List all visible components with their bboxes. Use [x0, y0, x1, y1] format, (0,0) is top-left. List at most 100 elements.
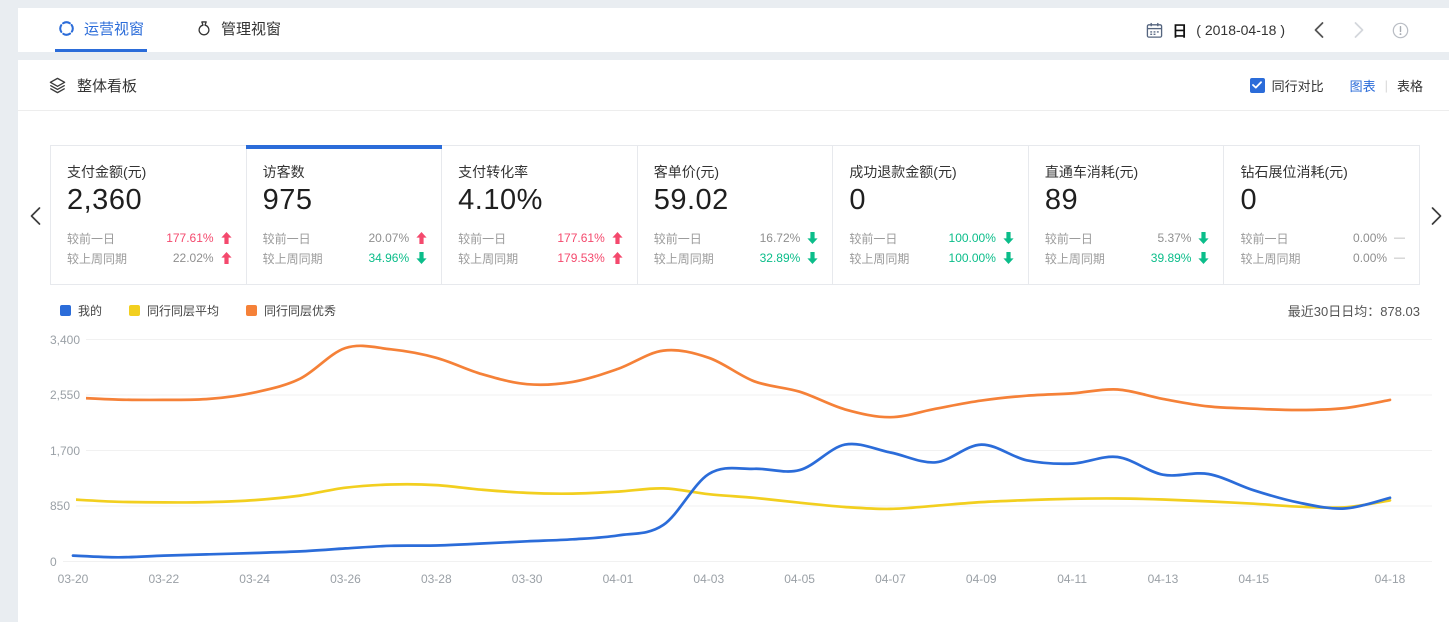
up-arrow-icon [609, 252, 623, 264]
board-header-right: 同行对比 图表 | 表格 [1249, 76, 1423, 95]
series-line-同行同层平均 [71, 482, 1392, 511]
topbar-right: 日 ( 2018-04-18 ) [1146, 8, 1449, 52]
compare-row-value: 0.00% [1353, 251, 1388, 265]
metric-card[interactable]: 访客数 975 较前一日 20.07% 较上周同期 34.96% [245, 145, 443, 284]
tab-operation-view-label: 运营视窗 [84, 21, 145, 38]
x-axis-tick: 04-15 [1238, 572, 1270, 586]
metric-compare-row: 较前一日 177.61% [458, 228, 623, 248]
metric-card[interactable]: 直通车消耗(元) 89 较前一日 5.37% 较上周同期 39.89% [1028, 146, 1225, 284]
y-axis-tick: 3,400 [50, 331, 87, 348]
date-range-value: ( 2018-04-18 ) [1196, 22, 1285, 38]
metric-compare-row: 较前一日 5.37% [1045, 228, 1210, 248]
x-axis-tick: 04-11 [1057, 572, 1087, 586]
metric-compare-row: 较前一日 20.07% [263, 228, 428, 248]
date-picker[interactable]: 日 ( 2018-04-18 ) [1146, 20, 1285, 41]
metric-compare-row: 较上周同期 32.89% [654, 248, 819, 268]
compare-row-value: 5.37% [1157, 231, 1192, 245]
compare-row-value: 22.02% [172, 251, 214, 265]
metric-compare-row: 较前一日 0.00% — [1240, 228, 1405, 248]
compare-row-value: 177.61% [166, 231, 214, 245]
legend-item-同行同层平均[interactable]: 同行同层平均 [129, 302, 219, 319]
metric-card-value: 4.10% [458, 184, 543, 216]
next-date-button[interactable] [1353, 21, 1365, 39]
board-title: 整体看板 [77, 77, 138, 95]
series-line-我的 [71, 442, 1392, 559]
legend-item-我的[interactable]: 我的 [60, 302, 102, 319]
chart-legend-row: 我的 同行同层平均 同行同层优秀 最近30日日均：878.03 [60, 300, 1420, 320]
x-axis-tick: 03-28 [420, 572, 452, 586]
compare-row-label: 较前一日 [1240, 231, 1289, 246]
down-arrow-icon [1000, 232, 1014, 244]
compare-row-label: 较上周同期 [67, 251, 128, 266]
view-toggle: 图表 | 表格 [1350, 76, 1423, 95]
cards-prev-button[interactable] [26, 204, 44, 228]
compare-row-value: 34.96% [368, 251, 410, 265]
down-arrow-icon [1000, 252, 1014, 264]
management-view-icon [196, 20, 212, 37]
up-arrow-icon [218, 232, 232, 244]
x-axis-tick: 04-05 [784, 572, 815, 586]
x-axis-tick: 04-09 [965, 572, 997, 586]
metric-card-title: 支付转化率 [458, 164, 529, 180]
info-icon[interactable] [1392, 22, 1409, 39]
metric-card[interactable]: 成功退款金额(元) 0 较前一日 100.00% 较上周同期 100.00% [833, 146, 1029, 284]
compare-row-label: 较上周同期 [458, 251, 519, 266]
legend-swatch [60, 304, 71, 316]
metric-card-title: 钻石展位消耗(元) [1240, 164, 1348, 180]
dashboard-panel: 整体看板 同行对比 图表 | 表格 支付金额(元) 2,360 较前一日 177.… [18, 60, 1449, 622]
top-nav-bar: 运营视窗 管理视窗 日 ( 2018-04-18 ) [18, 8, 1449, 52]
metric-card-rows: 较前一日 16.72% 较上周同期 32.89% [654, 228, 819, 268]
down-arrow-icon [413, 252, 427, 264]
metric-card-value: 59.02 [653, 184, 729, 216]
legend-label: 同行同层平均 [147, 303, 220, 318]
board-title-group: 整体看板 [48, 75, 137, 96]
metric-card-title: 直通车消耗(元) [1044, 164, 1139, 180]
metric-card[interactable]: 客单价(元) 59.02 较前一日 16.72% 较上周同期 32.89% [637, 146, 834, 284]
compare-row-value: 100.00% [948, 251, 996, 265]
trend-line-chart[interactable]: 0 850 1,700 2,550 3,400 03-20 03-22 03-24 03-26… [18, 310, 1449, 622]
thirty-day-average-value: 878.03 [1380, 303, 1420, 319]
compare-row-value: 177.61% [557, 231, 605, 245]
compare-row-label: 较前一日 [458, 231, 507, 246]
metric-card-rows: 较前一日 0.00% — 较上周同期 0.00% — [1240, 228, 1405, 268]
down-arrow-icon [1195, 252, 1210, 264]
metric-card-rows: 较前一日 5.37% 较上周同期 39.89% [1045, 228, 1210, 268]
metric-compare-row: 较上周同期 0.00% — [1240, 248, 1405, 268]
view-toggle-divider: | [1384, 77, 1388, 93]
line-chart-canvas [50, 339, 1432, 562]
view-tabs: 运营视窗 管理视窗 [18, 8, 284, 52]
tab-management-view-label: 管理视窗 [221, 21, 282, 38]
metric-card-value: 89 [1044, 184, 1079, 216]
board-header: 整体看板 同行对比 图表 | 表格 [18, 60, 1449, 111]
legend-item-同行同层优秀[interactable]: 同行同层优秀 [246, 302, 336, 319]
cards-next-button[interactable] [1427, 204, 1445, 228]
view-toggle-chart[interactable]: 图表 [1349, 78, 1376, 94]
prev-date-button[interactable] [1313, 21, 1325, 39]
metric-card[interactable]: 支付金额(元) 2,360 较前一日 177.61% 较上周同期 22.02% [51, 146, 247, 284]
metric-card-title: 支付金额(元) [67, 164, 147, 180]
x-axis-tick: 03-20 [57, 572, 89, 586]
tab-operation-view[interactable]: 运营视窗 [55, 8, 148, 52]
metric-card[interactable]: 钻石展位消耗(元) 0 较前一日 0.00% — 较上周同期 0.00% — [1224, 146, 1420, 284]
compare-row-value: 100.00% [948, 231, 996, 245]
legend-label: 同行同层优秀 [264, 303, 337, 318]
metric-card-rows: 较前一日 177.61% 较上周同期 22.02% [67, 228, 232, 268]
compare-row-label: 较上周同期 [653, 251, 714, 266]
no-change-dash-icon: — [1394, 232, 1406, 244]
metric-card-title: 成功退款金额(元) [849, 164, 957, 180]
x-axis-tick: 04-03 [693, 572, 725, 586]
peer-compare-toggle[interactable]: 同行对比 [1249, 76, 1324, 95]
metric-compare-row: 较上周同期 100.00% [849, 248, 1014, 268]
metric-compare-row: 较前一日 16.72% [654, 228, 819, 248]
compare-row-value: 16.72% [759, 231, 801, 245]
compare-row-value: 39.89% [1150, 251, 1192, 265]
metric-card-rows: 较前一日 20.07% 较上周同期 34.96% [263, 228, 428, 268]
tab-management-view[interactable]: 管理视窗 [193, 8, 284, 52]
compare-row-label: 较上周同期 [1044, 251, 1105, 266]
metric-card-strip: 支付金额(元) 2,360 较前一日 177.61% 较上周同期 22.02% 访客数… [50, 145, 1420, 285]
view-toggle-table[interactable]: 表格 [1396, 78, 1423, 94]
compare-row-label: 较前一日 [653, 231, 702, 246]
metric-card[interactable]: 支付转化率 4.10% 较前一日 177.61% 较上周同期 179.53% [442, 146, 638, 284]
peer-compare-checkbox[interactable] [1249, 77, 1265, 93]
compare-row-value: 179.53% [557, 251, 605, 265]
